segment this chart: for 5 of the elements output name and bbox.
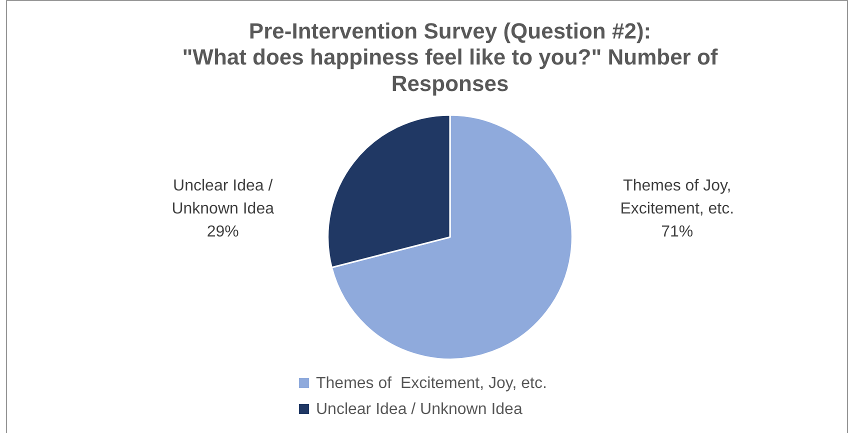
legend-label: Unclear Idea / Unknown Idea: [316, 401, 522, 418]
data-label: Themes of Joy, Excitement, etc. 71%: [620, 178, 734, 241]
chart-title: Pre-Intervention Survey (Question #2): "What does happiness feel like to you?" Number of Responses: [182, 18, 718, 96]
data-label: Unclear Idea / Unknown Idea 29%: [172, 178, 274, 241]
legend-label: Themes of Excitement, Joy, etc.: [316, 375, 547, 392]
